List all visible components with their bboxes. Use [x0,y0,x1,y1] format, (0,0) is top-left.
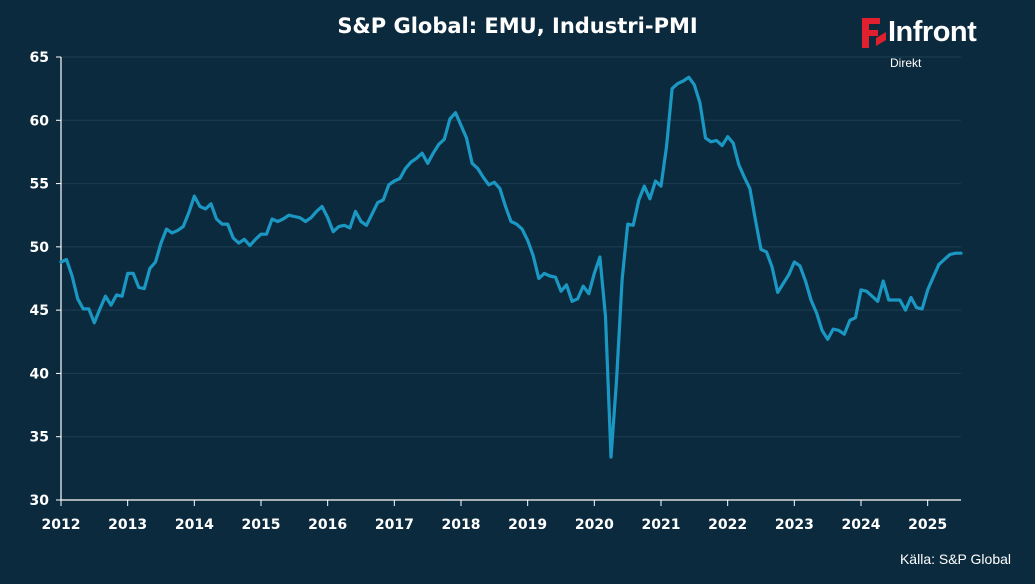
axis-layer [56,56,961,506]
x-tick-label-2014: 2014 [175,517,214,533]
y-tick-label-55: 55 [30,177,49,193]
x-tick-label-2019: 2019 [508,517,547,533]
x-tick-label-2022: 2022 [708,517,747,533]
x-tick-label-2018: 2018 [442,517,481,533]
y-tick-label-35: 35 [30,430,49,446]
x-tick-label-2013: 2013 [108,517,147,533]
x-tick-label-2015: 2015 [242,517,281,533]
y-tick-label-40: 40 [30,366,50,382]
logo-name: Infront [888,16,977,48]
x-tick-label-2021: 2021 [642,517,681,533]
y-tick-label-45: 45 [30,303,49,319]
x-tick-label-2023: 2023 [775,517,814,533]
series-layer [59,75,963,459]
grid-layer [61,56,961,438]
x-tick-label-2024: 2024 [842,517,881,533]
series-line-0 [59,75,963,459]
source-note: Källa: S&P Global [899,551,1011,567]
x-tick-label-2012: 2012 [42,517,81,533]
x-tick-label-2016: 2016 [308,517,347,533]
y-tick-label-50: 50 [30,240,50,256]
infront-logo-icon [862,18,886,48]
y-tick-label-30: 30 [30,493,50,509]
logo-subtitle: Direkt [890,56,922,70]
y-tick-label-65: 65 [30,50,49,66]
y-tick-label-60: 60 [30,113,50,129]
tick-label-layer: 30 35 40 45 50 55 60 65 2012 2013 2014 2015 2016 2017… [30,50,948,533]
infront-logo: Infront Direkt [862,16,1022,74]
x-tick-label-2025: 2025 [908,517,947,533]
chart-title: S&P Global: EMU, Industri-PMI [337,14,698,38]
x-tick-label-2020: 2020 [575,517,614,533]
x-tick-label-2017: 2017 [375,517,414,533]
